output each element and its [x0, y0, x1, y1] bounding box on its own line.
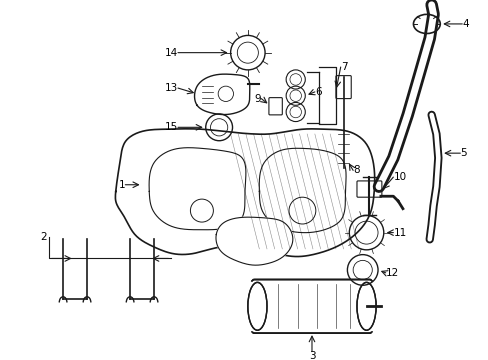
Text: 11: 11 [392, 228, 406, 238]
Polygon shape [115, 129, 374, 257]
Text: 10: 10 [392, 172, 406, 182]
Text: 5: 5 [459, 148, 466, 158]
Text: 14: 14 [164, 48, 178, 58]
Text: 3: 3 [308, 351, 315, 360]
Polygon shape [356, 282, 375, 330]
Text: 9: 9 [254, 94, 261, 104]
Polygon shape [254, 282, 368, 330]
Text: 1: 1 [119, 180, 125, 190]
Polygon shape [216, 217, 292, 265]
Text: 6: 6 [314, 87, 321, 97]
Polygon shape [149, 148, 245, 230]
Polygon shape [259, 148, 346, 233]
Polygon shape [194, 74, 249, 114]
Text: 12: 12 [385, 268, 398, 278]
Text: 15: 15 [164, 122, 178, 132]
Text: 8: 8 [352, 165, 359, 175]
Polygon shape [247, 282, 266, 330]
Text: 7: 7 [340, 62, 346, 72]
Text: 2: 2 [40, 233, 47, 242]
Text: 13: 13 [164, 83, 178, 93]
Text: 4: 4 [461, 19, 468, 29]
